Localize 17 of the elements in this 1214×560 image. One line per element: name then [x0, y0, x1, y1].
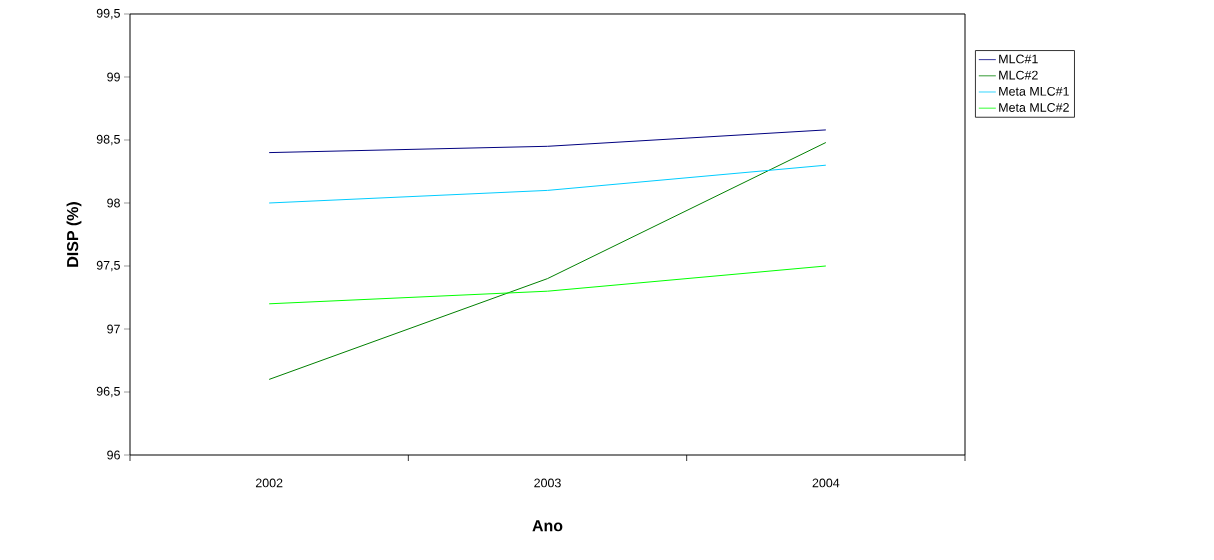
x-tick-label: 2003 [534, 478, 561, 488]
legend-label: Meta MLC#2 [999, 103, 1069, 112]
y-tick-label: 97 [107, 324, 120, 334]
x-tick-label: 2004 [812, 478, 840, 488]
legend-label: Meta MLC#1 [999, 86, 1069, 96]
y-tick-label: 98 [107, 198, 120, 208]
y-tick-label: 96,5 [96, 386, 120, 398]
y-tick-label: 97,5 [96, 260, 120, 272]
legend-label: MLC#2 [999, 70, 1038, 80]
legend-label: MLC#1 [999, 54, 1038, 64]
y-tick-label: 99 [107, 72, 120, 82]
y-axis-title: DISP (%) [66, 202, 82, 267]
y-tick-label: 98,5 [96, 134, 120, 146]
y-tick-label: 99,5 [96, 8, 120, 20]
x-axis-title: Ano [532, 520, 563, 532]
y-tick-label: 96 [107, 450, 120, 460]
x-tick-label: 2002 [255, 478, 283, 488]
